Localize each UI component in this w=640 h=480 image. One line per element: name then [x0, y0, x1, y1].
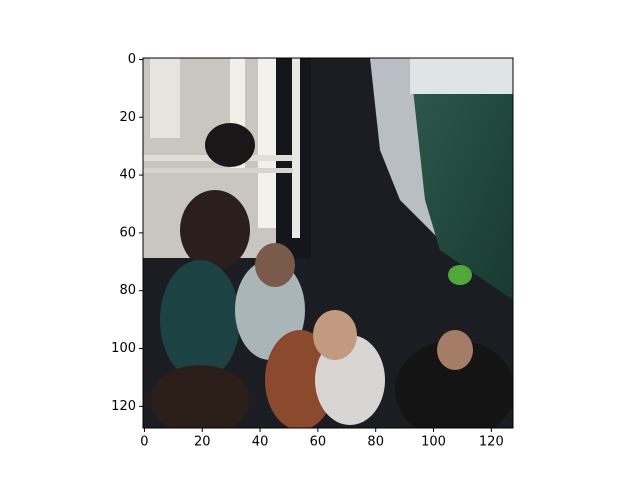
x-tick-label: 120 — [479, 435, 504, 450]
y-tick-label: 100 — [111, 341, 136, 356]
axes-frame — [142, 57, 514, 429]
x-tick-label: 100 — [421, 435, 446, 450]
image — [143, 58, 513, 428]
y-tick-label: 0 — [128, 52, 136, 67]
y-tick-label: 20 — [119, 110, 136, 125]
y-tick-label: 120 — [111, 399, 136, 414]
x-tick-label: 80 — [367, 435, 384, 450]
y-tick-label: 40 — [119, 168, 136, 183]
x-tick-label: 60 — [310, 435, 327, 450]
x-tick-label: 40 — [252, 435, 269, 450]
x-tick-label: 0 — [140, 435, 148, 450]
y-tick-label: 60 — [119, 225, 136, 240]
x-tick-label: 20 — [194, 435, 211, 450]
y-tick-label: 80 — [119, 283, 136, 298]
